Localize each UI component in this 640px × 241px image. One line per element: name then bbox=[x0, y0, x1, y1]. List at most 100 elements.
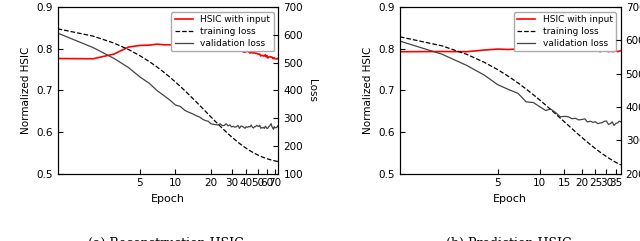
validation loss bbox=[612, 122, 620, 125]
training loss bbox=[438, 44, 446, 47]
validation loss bbox=[594, 122, 602, 125]
validation loss bbox=[541, 109, 549, 112]
validation loss bbox=[396, 40, 404, 43]
Line: validation loss: validation loss bbox=[58, 33, 278, 129]
HSIC with input bbox=[598, 49, 606, 52]
validation loss bbox=[522, 100, 530, 103]
HSIC with input bbox=[505, 48, 513, 51]
training loss bbox=[547, 108, 555, 111]
validation loss bbox=[617, 120, 625, 123]
training loss bbox=[594, 149, 602, 152]
validation loss bbox=[609, 120, 616, 123]
training loss bbox=[605, 156, 612, 159]
HSIC with input bbox=[154, 43, 161, 46]
validation loss bbox=[614, 121, 621, 124]
validation loss bbox=[568, 117, 576, 120]
Y-axis label: Normalized HSIC: Normalized HSIC bbox=[363, 47, 373, 134]
training loss bbox=[463, 53, 470, 56]
validation loss bbox=[575, 119, 582, 121]
HSIC with input bbox=[589, 49, 596, 52]
training loss bbox=[396, 35, 404, 38]
training loss bbox=[480, 61, 488, 64]
training loss bbox=[589, 145, 596, 148]
validation loss bbox=[494, 83, 502, 86]
validation loss bbox=[556, 115, 564, 118]
HSIC with input bbox=[262, 55, 270, 58]
HSIC with input bbox=[541, 47, 549, 50]
HSIC with input bbox=[591, 49, 599, 52]
HSIC with input bbox=[600, 49, 608, 52]
training loss bbox=[536, 99, 543, 101]
HSIC with input bbox=[89, 57, 97, 60]
HSIC with input bbox=[522, 47, 530, 50]
training loss bbox=[494, 68, 502, 71]
HSIC with input bbox=[578, 49, 586, 52]
training loss bbox=[541, 104, 549, 107]
Text: (a) Reconstruction HSIC.: (a) Reconstruction HSIC. bbox=[88, 237, 248, 241]
validation loss bbox=[610, 124, 618, 127]
training loss bbox=[584, 141, 591, 144]
training loss bbox=[586, 143, 594, 146]
HSIC with input bbox=[617, 49, 625, 52]
HSIC with input bbox=[564, 48, 572, 51]
HSIC with input bbox=[547, 48, 555, 51]
HSIC with input bbox=[568, 49, 576, 52]
training loss bbox=[263, 157, 271, 160]
Y-axis label: Normalized HSIC: Normalized HSIC bbox=[20, 47, 31, 134]
HSIC with input bbox=[614, 50, 621, 53]
training loss bbox=[262, 157, 270, 160]
HSIC with input bbox=[581, 50, 589, 53]
validation loss bbox=[615, 120, 623, 123]
training loss bbox=[610, 160, 618, 163]
HSIC with input bbox=[610, 50, 618, 53]
validation loss bbox=[603, 120, 611, 122]
training loss bbox=[591, 147, 599, 150]
validation loss bbox=[605, 123, 612, 126]
training loss bbox=[515, 81, 522, 84]
training loss bbox=[581, 139, 589, 141]
validation loss bbox=[260, 127, 268, 130]
training loss bbox=[522, 87, 530, 90]
HSIC with input bbox=[575, 50, 582, 53]
training loss bbox=[275, 160, 282, 163]
HSIC with input bbox=[275, 57, 282, 60]
validation loss bbox=[262, 126, 270, 129]
validation loss bbox=[552, 111, 559, 114]
training loss bbox=[578, 136, 586, 139]
training loss bbox=[529, 93, 537, 96]
HSIC with input bbox=[607, 50, 614, 53]
validation loss bbox=[536, 105, 543, 108]
training loss bbox=[568, 127, 576, 130]
HSIC with input bbox=[529, 48, 537, 51]
validation loss bbox=[269, 127, 276, 129]
Legend: HSIC with input, training loss, validation loss: HSIC with input, training loss, validati… bbox=[514, 12, 616, 51]
Line: HSIC with input: HSIC with input bbox=[58, 44, 278, 59]
validation loss bbox=[54, 32, 61, 34]
training loss bbox=[603, 155, 611, 158]
HSIC with input bbox=[572, 49, 579, 52]
validation loss bbox=[265, 125, 273, 128]
training loss bbox=[564, 124, 572, 127]
training loss bbox=[54, 27, 61, 30]
training loss bbox=[615, 163, 623, 166]
HSIC with input bbox=[596, 50, 604, 53]
HSIC with input bbox=[536, 48, 543, 51]
validation loss bbox=[463, 64, 470, 67]
HSIC with input bbox=[494, 48, 502, 51]
validation loss bbox=[589, 121, 596, 124]
validation loss bbox=[564, 115, 572, 118]
Y-axis label: Loss: Loss bbox=[307, 79, 317, 102]
validation loss bbox=[586, 120, 594, 123]
validation loss bbox=[275, 125, 282, 128]
validation loss bbox=[607, 122, 614, 125]
HSIC with input bbox=[270, 56, 278, 59]
HSIC with input bbox=[396, 50, 404, 53]
validation loss bbox=[596, 121, 604, 124]
X-axis label: Epoch: Epoch bbox=[151, 194, 185, 204]
Line: training loss: training loss bbox=[58, 29, 278, 162]
training loss bbox=[154, 66, 161, 68]
training loss bbox=[260, 156, 268, 159]
validation loss bbox=[515, 92, 522, 95]
training loss bbox=[600, 154, 608, 157]
HSIC with input bbox=[265, 56, 273, 59]
